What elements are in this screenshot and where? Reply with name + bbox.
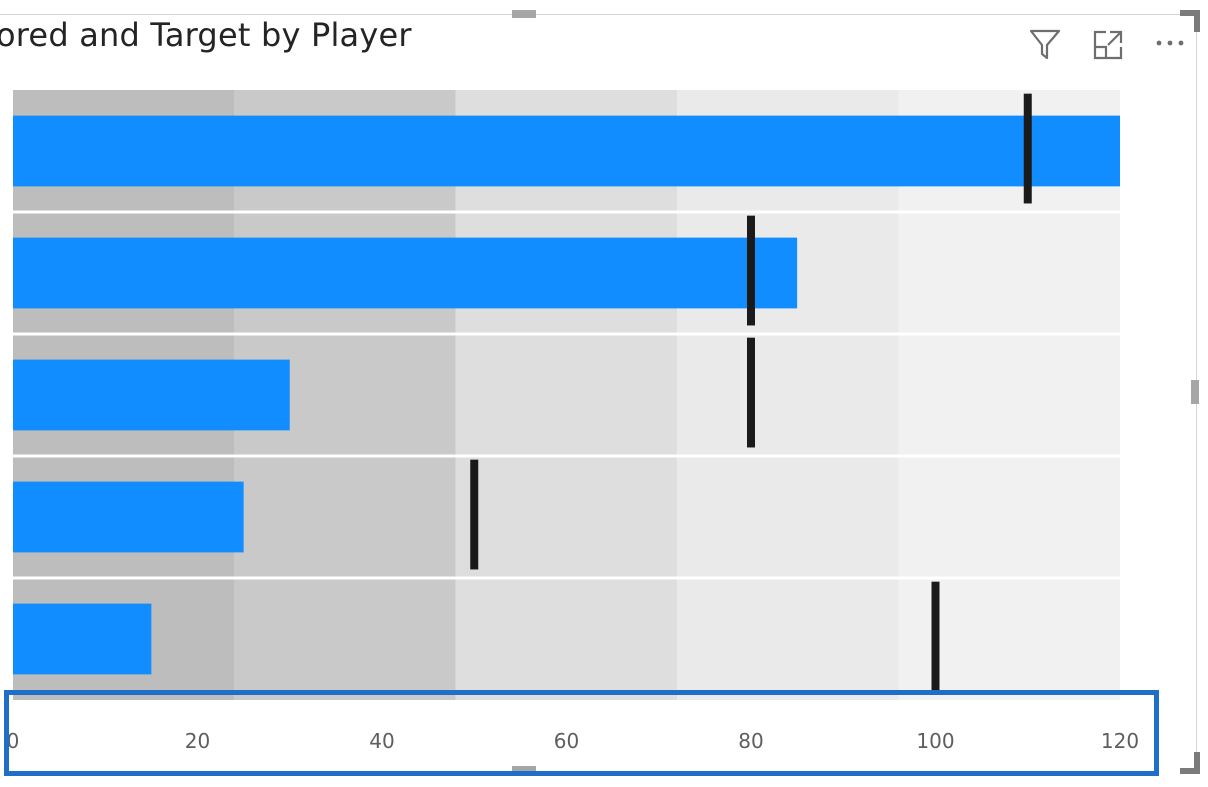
value-bar[interactable]: [13, 359, 290, 431]
x-tick-label: 80: [738, 729, 763, 753]
qualitative-band: [455, 456, 678, 578]
qualitative-band: [234, 578, 456, 700]
target-marker[interactable]: [747, 215, 755, 326]
row-separator: [13, 576, 1120, 580]
resize-handle-right[interactable]: [1191, 380, 1199, 404]
value-bar[interactable]: [13, 237, 798, 309]
resize-handle-top[interactable]: [512, 10, 536, 18]
value-bar[interactable]: [13, 481, 244, 553]
focus-mode-icon[interactable]: [1088, 25, 1128, 65]
more-options-icon[interactable]: [1150, 25, 1190, 65]
qualitative-band: [898, 456, 1120, 578]
value-bar[interactable]: [13, 115, 1120, 187]
resize-handle-bottom[interactable]: [512, 766, 536, 774]
resize-corner-top-right-v: [1194, 10, 1200, 32]
value-bar[interactable]: [13, 603, 152, 675]
target-marker[interactable]: [1023, 93, 1032, 204]
resize-corner-top-right[interactable]: [1180, 10, 1200, 16]
row-separator: [13, 210, 1120, 214]
target-marker[interactable]: [931, 581, 940, 692]
x-tick-label: 120: [1101, 729, 1139, 753]
row-separator: [13, 332, 1120, 336]
qualitative-band: [898, 212, 1120, 334]
x-tick-label: 100: [916, 729, 954, 753]
resize-corner-bottom-right[interactable]: [1180, 768, 1200, 774]
x-tick-label: 60: [554, 729, 579, 753]
visual-header: [1024, 25, 1194, 65]
resize-corner-bottom-right-v: [1194, 752, 1200, 774]
target-marker[interactable]: [470, 459, 479, 570]
filter-icon[interactable]: [1024, 25, 1064, 65]
target-marker[interactable]: [747, 337, 755, 448]
qualitative-band: [677, 456, 899, 578]
row-separator: [13, 454, 1120, 458]
qualitative-band: [677, 578, 899, 700]
x-tick-label: 0: [7, 729, 20, 753]
qualitative-band: [234, 456, 456, 578]
x-tick-label: 40: [369, 729, 394, 753]
qualitative-band: [455, 578, 678, 700]
qualitative-band: [455, 334, 678, 456]
chart-title: ored and Target by Player: [0, 16, 412, 54]
qualitative-band: [898, 334, 1120, 456]
x-tick-label: 20: [185, 729, 210, 753]
qualitative-band: [677, 334, 899, 456]
